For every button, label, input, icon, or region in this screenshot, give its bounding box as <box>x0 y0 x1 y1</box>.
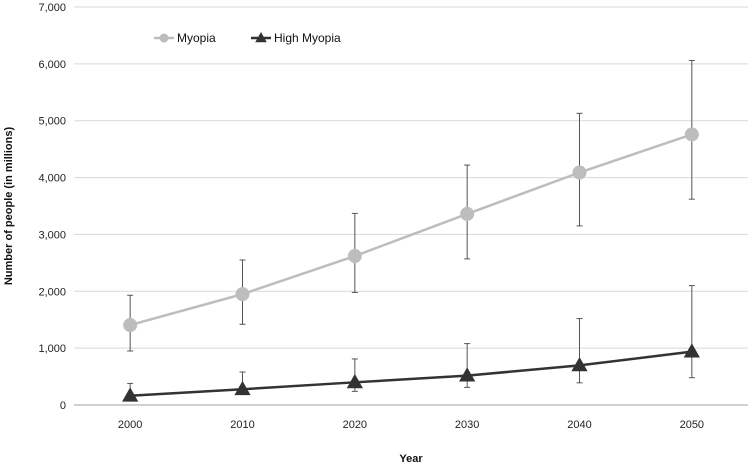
data-point <box>123 318 138 333</box>
y-tick-label: 0 <box>60 400 66 412</box>
y-tick-label: 3,000 <box>38 229 66 241</box>
legend: Myopia High Myopia <box>154 31 341 45</box>
legend-label: High Myopia <box>274 31 341 45</box>
data-point <box>235 287 250 302</box>
x-tick-label: 2010 <box>230 419 254 431</box>
x-axis-label: Year <box>399 453 423 465</box>
data-point <box>346 373 363 389</box>
series-line <box>130 350 692 397</box>
data-point <box>683 343 700 358</box>
data-point <box>234 380 251 396</box>
y-tick-label: 5,000 <box>38 116 66 128</box>
legend-marker <box>159 33 169 43</box>
y-axis-label: Number of people (in millions) <box>3 127 15 286</box>
y-tick-label: 4,000 <box>38 173 66 185</box>
error-bars <box>127 59 695 399</box>
series-line <box>129 133 693 327</box>
x-tick-label: 2040 <box>567 419 591 431</box>
legend-label: Myopia <box>177 31 216 45</box>
data-point <box>460 206 475 221</box>
legend-marker <box>255 32 267 43</box>
gridlines <box>74 6 748 349</box>
y-tick-label: 6,000 <box>38 59 66 71</box>
x-tick-label: 2050 <box>680 419 704 431</box>
series-lines <box>129 133 693 397</box>
series-markers <box>122 127 700 402</box>
data-point <box>571 357 588 372</box>
y-axis-ticks: 0 1,000 2,000 3,000 4,000 5,000 6,000 7,000 <box>38 2 66 412</box>
data-point <box>122 387 139 402</box>
y-tick-label: 2,000 <box>38 286 66 298</box>
x-tick-label: 2000 <box>118 419 142 431</box>
x-axis-ticks: 2000 2010 2020 2030 2040 2050 <box>118 419 704 431</box>
data-point <box>684 127 699 142</box>
y-tick-label: 1,000 <box>38 343 66 355</box>
data-point <box>572 165 587 180</box>
x-tick-label: 2020 <box>343 419 367 431</box>
x-tick-label: 2030 <box>455 419 479 431</box>
y-tick-label: 7,000 <box>38 2 66 14</box>
data-point <box>459 367 476 382</box>
data-point <box>347 249 362 264</box>
